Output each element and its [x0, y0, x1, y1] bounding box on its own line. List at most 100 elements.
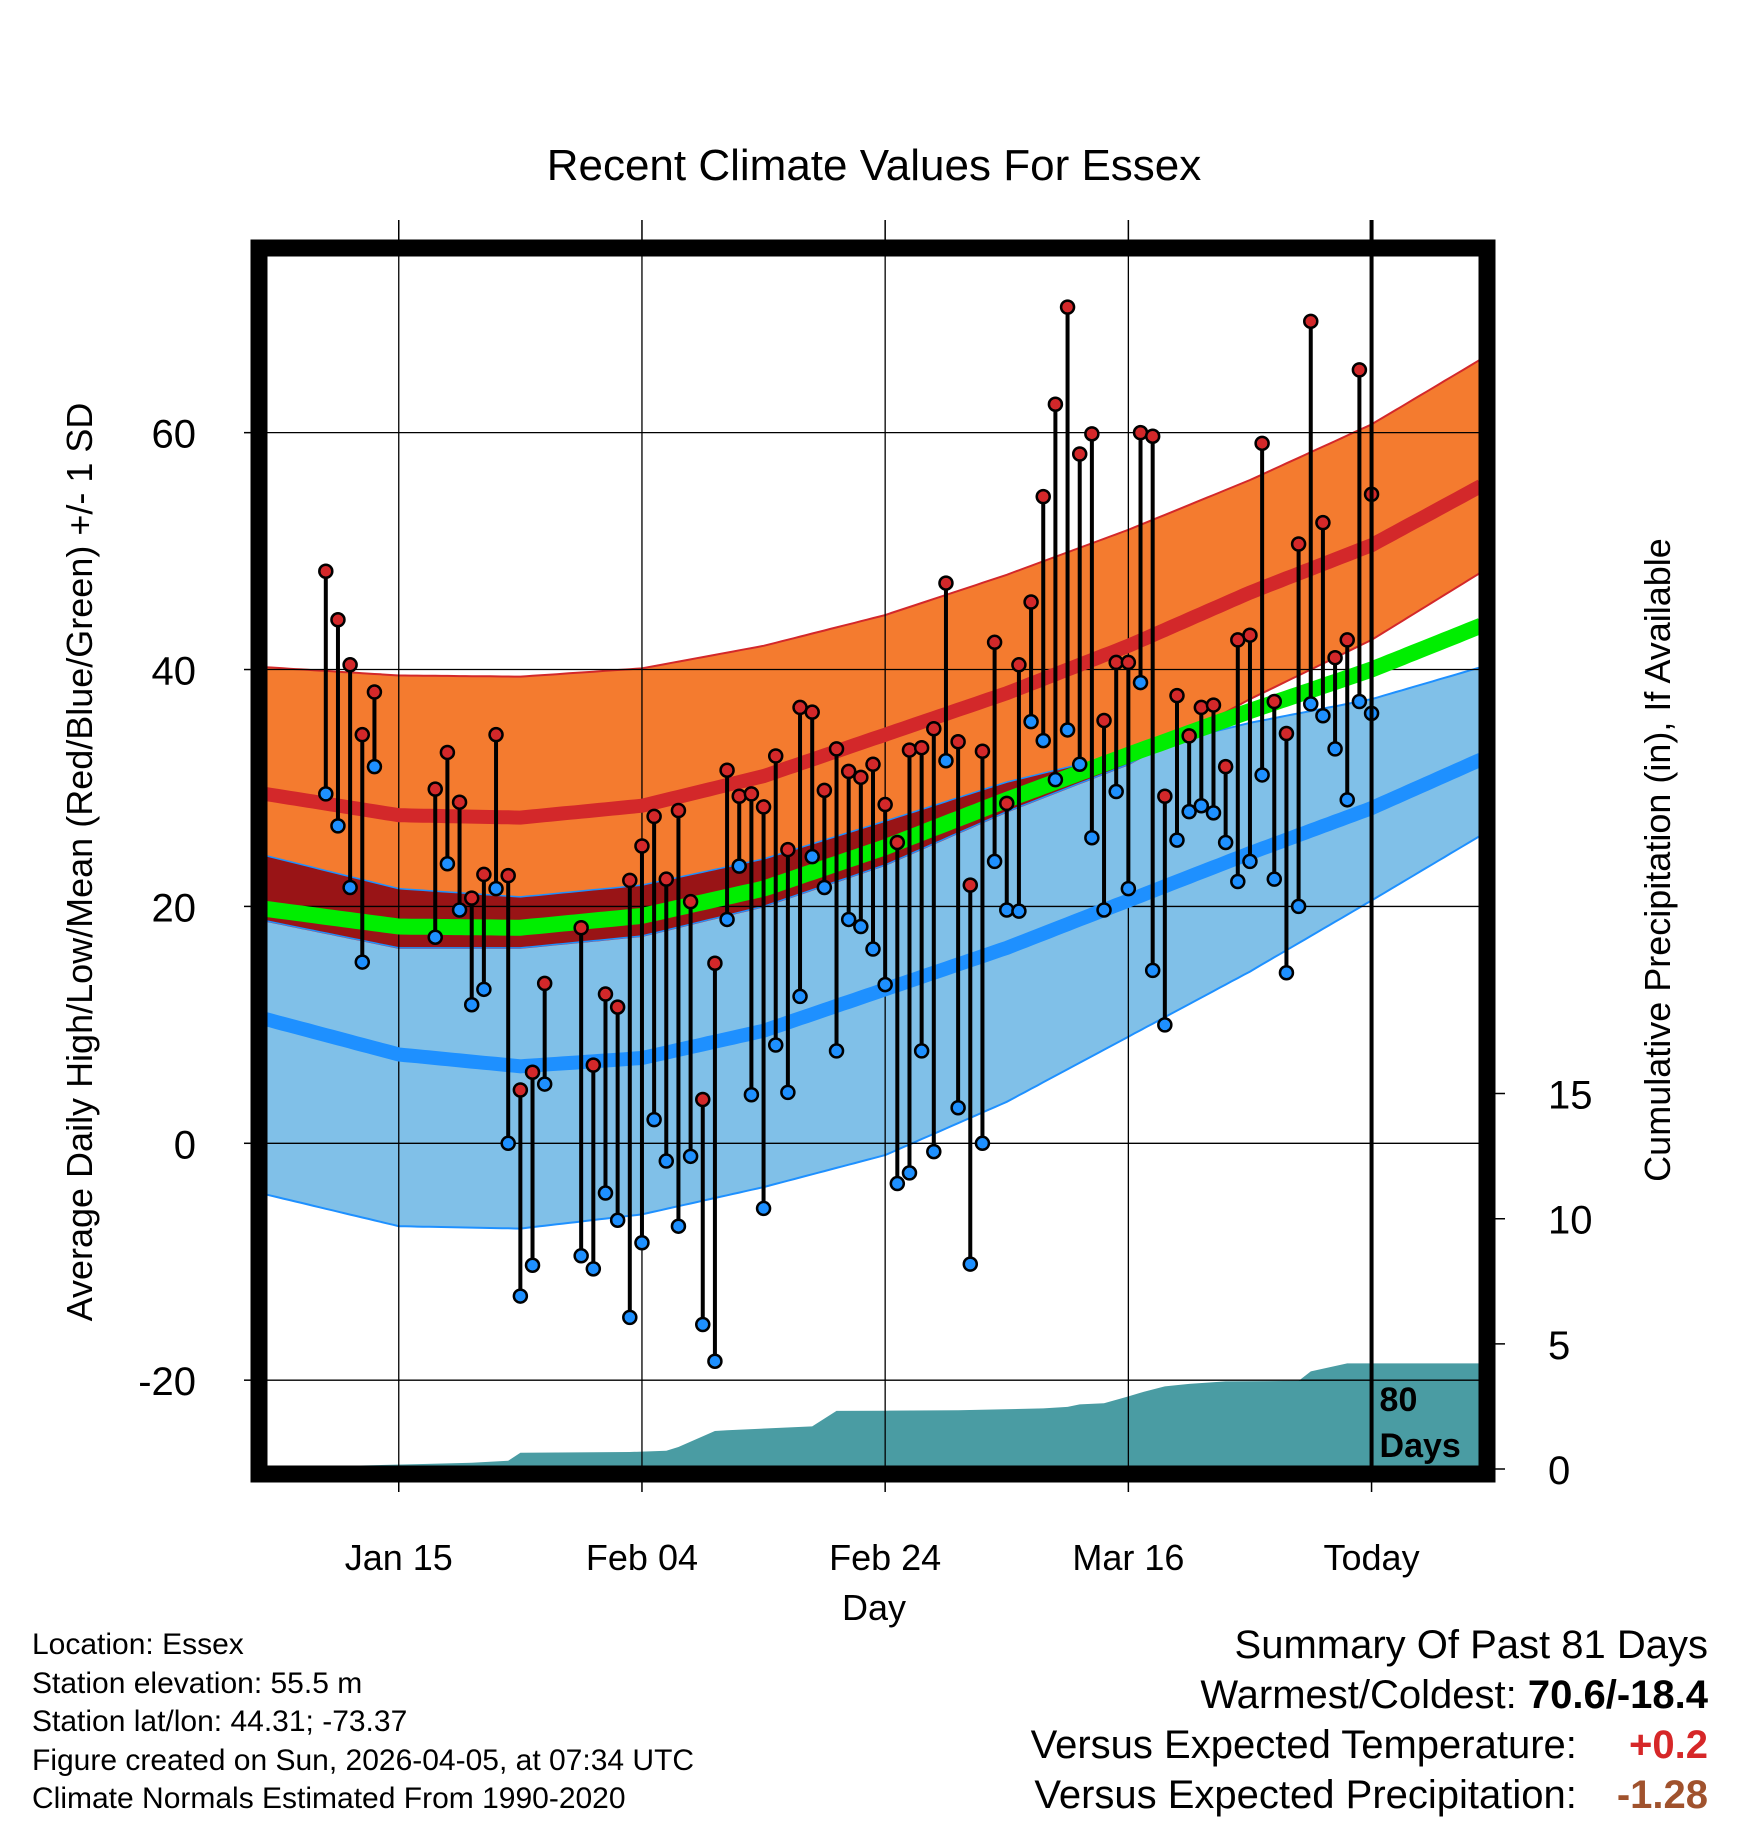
daily-high-point: [622, 872, 638, 889]
daily-high-point: [816, 782, 833, 799]
temperature-row: Versus Expected Temperature: +0.2: [1031, 1720, 1708, 1770]
daily-low-point: [1290, 898, 1307, 915]
daily-high-point: [950, 734, 966, 750]
precipitation-area: [265, 1363, 1481, 1469]
daily-low-point: [427, 929, 443, 945]
daily-high-point: [682, 893, 699, 910]
daily-high-point: [1266, 693, 1283, 710]
daily-high-point: [670, 802, 687, 819]
daily-high-point: [488, 726, 504, 743]
daily-low-point: [342, 879, 358, 896]
daily-high-point: [1315, 514, 1331, 531]
y-tick-label: -20: [138, 1360, 196, 1404]
daily-low-point: [1217, 834, 1234, 851]
daily-high-point: [1339, 632, 1355, 648]
daily-low-point: [962, 1256, 979, 1272]
daily-high-point: [318, 563, 334, 579]
created-text: Figure created on Sun, 2026-04-05, at 07…: [32, 1743, 695, 1777]
daily-low-point: [318, 786, 334, 802]
daily-low-point: [901, 1165, 918, 1181]
daily-low-point: [816, 879, 833, 896]
daily-low-point: [658, 1153, 675, 1169]
daily-low-point: [695, 1316, 711, 1333]
daily-high-point: [1169, 687, 1185, 704]
daily-low-point: [585, 1261, 602, 1277]
daily-high-point: [1351, 362, 1368, 378]
daily-low-point: [670, 1218, 687, 1234]
daily-low-point: [1108, 783, 1124, 800]
daily-low-point: [1084, 829, 1100, 846]
x-tick-label: Today: [1324, 1537, 1420, 1578]
daily-high-point: [1084, 426, 1100, 442]
daily-high-point: [634, 838, 650, 854]
daily-high-point: [695, 1091, 711, 1108]
daily-high-point: [962, 877, 979, 893]
daily-high-point: [938, 575, 954, 591]
daily-high-point: [1157, 788, 1173, 805]
daily-low-point: [767, 1037, 784, 1053]
x-tick-label: Jan 15: [345, 1537, 453, 1578]
daily-low-point: [804, 848, 820, 865]
x-tick-label: Feb 24: [829, 1537, 941, 1578]
daily-low-point: [926, 1143, 942, 1160]
daily-low-point: [1327, 741, 1343, 757]
daily-high-point: [913, 739, 930, 756]
daily-low-point: [682, 1148, 699, 1165]
location-text: Location: Essex: [32, 1628, 244, 1661]
daily-low-point: [792, 988, 808, 1005]
daily-high-point: [476, 866, 492, 883]
daily-low-point: [780, 1084, 796, 1101]
daily-high-point: [853, 769, 869, 786]
daily-low-point: [1339, 792, 1355, 808]
daily-high-point: [463, 890, 480, 906]
daily-high-point: [755, 799, 772, 815]
precipitation-value: -1.28: [1616, 1773, 1708, 1817]
daily-low-point: [707, 1353, 723, 1369]
daily-low-point: [1023, 713, 1039, 730]
daily-high-point: [1254, 435, 1270, 452]
summary-panel: Summary Of Past 81 Days Warmest/Coldest:…: [1031, 1620, 1708, 1820]
daily-low-point: [1059, 722, 1076, 738]
daily-low-point: [330, 818, 346, 834]
daily-low-point: [1144, 962, 1161, 979]
daily-low-point: [840, 911, 857, 928]
daily-low-point: [1254, 767, 1270, 783]
daily-high-point: [512, 1082, 529, 1098]
daily-low-point: [500, 1135, 516, 1152]
daily-high-point: [1144, 428, 1161, 444]
y-tick-label: 20: [152, 886, 197, 930]
daily-high-point: [609, 999, 626, 1015]
daily-low-point: [476, 981, 492, 998]
temperature-value: +0.2: [1629, 1723, 1708, 1767]
daily-low-point: [828, 1043, 845, 1059]
plot-frame: [250, 239, 1496, 1483]
temperature-label: Versus Expected Temperature:: [1030, 1723, 1577, 1767]
daily-high-point: [986, 634, 1003, 651]
daily-low-point: [1035, 732, 1051, 749]
daily-low-point: [974, 1135, 991, 1152]
daily-high-point: [840, 763, 857, 780]
daily-high-point: [1303, 313, 1319, 330]
daily-high-point: [1278, 725, 1295, 742]
y2-tick-label: 5: [1548, 1324, 1570, 1368]
daily-low-point: [1047, 771, 1064, 788]
daily-low-point: [1157, 1017, 1173, 1033]
daily-low-point: [1351, 693, 1368, 710]
daily-low-point: [1278, 964, 1295, 981]
daily-high-point: [780, 841, 796, 858]
daily-low-point: [865, 941, 881, 957]
daily-high-point: [1096, 712, 1112, 729]
warmest-coldest-value: 70.6/-18.4: [1527, 1673, 1708, 1717]
chart-title: Recent Climate Values For Essex: [547, 141, 1202, 190]
daily-low-point: [488, 880, 504, 897]
daily-low-point: [1193, 797, 1210, 814]
daily-low-point: [853, 918, 869, 935]
daily-high-point: [901, 742, 918, 758]
y-tick-label: 60: [152, 413, 197, 457]
daily-low-point: [1205, 805, 1222, 821]
daily-low-point: [889, 1175, 906, 1192]
daily-high-point: [1011, 657, 1027, 673]
x-axis-label: Day: [842, 1587, 906, 1628]
daily-low-point: [463, 996, 480, 1013]
